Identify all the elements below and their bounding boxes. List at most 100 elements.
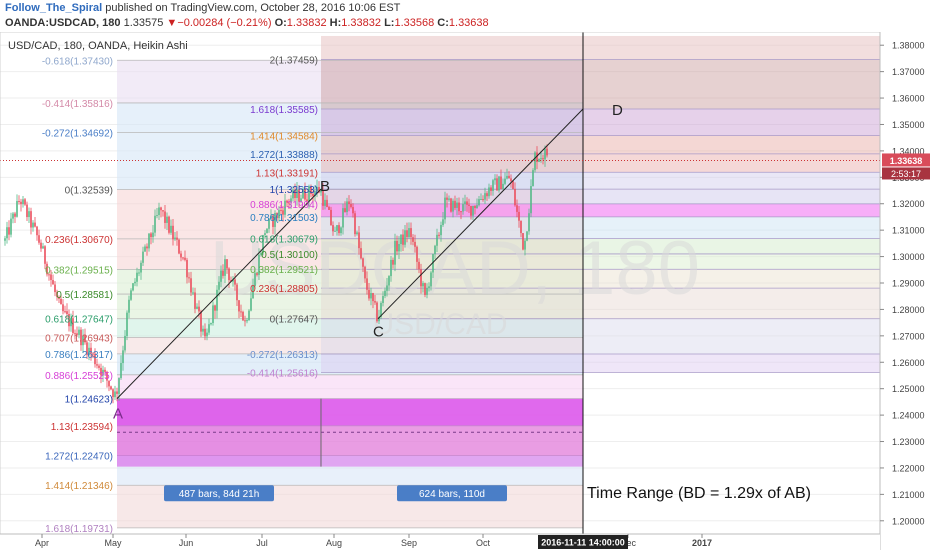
candle-body [546,148,548,156]
fib-left-zone [117,374,583,399]
time-tick-label: May [104,538,122,548]
candle-body [460,211,462,213]
candle-body [484,193,486,200]
candle-body [152,232,154,238]
candle-body [260,253,262,255]
candle-body [106,371,108,381]
candle-body [262,235,264,254]
time-axis[interactable]: Apr May Jun Jul Aug Sep Oct Dec 2017 2016-11-11 1… [0,533,880,550]
candle-body [184,257,186,260]
time-tick-label: Aug [326,538,342,548]
fib-right-label: 1.414(1.34584) [250,131,318,142]
candle-body [70,318,72,327]
fib-right-zone [321,216,880,239]
fib-left-label: 0.786(1.26317) [45,350,113,361]
candle-body [204,328,206,337]
candle-body [64,311,66,313]
candle-body [274,212,276,227]
candle-body [134,281,136,284]
price-tick-label: 1.35000 [892,120,925,130]
candle-body [476,205,478,209]
price-tick-label: 1.29000 [892,279,925,289]
candle-body [54,284,56,293]
candle-body [206,332,208,337]
candle-body [10,218,12,235]
candle-body [94,353,96,365]
candle-body [210,322,212,325]
candle-body [96,364,98,366]
time-cursor-badge [538,535,628,549]
candle-body [436,234,438,246]
candle-body [334,230,336,232]
candle-body [400,234,402,245]
candle-body [350,203,352,208]
candle-body [266,228,268,234]
candle-body [170,225,172,233]
fib-right-label: 0.618(1.30679) [250,235,318,246]
time-tick-label: 2017 [692,538,712,548]
candle-body [340,227,342,234]
candle-body [286,200,288,203]
candle-body [80,329,82,346]
candle-body [168,216,170,233]
candle-body [370,293,372,299]
high-value: 1.33832 [341,17,381,29]
candle-body [508,175,510,179]
candle-body [540,158,542,160]
candle-body [116,391,118,394]
price-tick-label: 1.31000 [892,226,925,236]
time-tick-label: Sep [401,538,417,548]
candle-body [128,299,130,313]
chart-area[interactable]: USDCAD, 180 USD/CAD A B C D -0.618(1.37430)… [0,31,932,550]
candle-body [356,232,358,235]
candle-body [374,301,376,303]
fib-left-label: 0.5(1.28581) [56,290,113,301]
price-tick-label: 1.36000 [892,94,925,104]
candle-body [114,391,116,398]
candle-body [414,241,416,247]
down-arrow-icon: ▼ [166,17,178,29]
candle-body [526,231,528,241]
fib-left-zone [117,337,583,354]
candle-body [28,211,30,218]
candle-body [316,186,318,192]
chart-title: USD/CAD, 180, OANDA, Heikin Ashi [8,40,188,52]
candle-body [136,272,138,282]
candle-body [396,240,398,252]
candle-body [404,230,406,245]
candle-body [60,298,62,305]
price-tick-label: 1.21000 [892,490,925,500]
candles [4,144,548,404]
fib-left-label: -0.272(1.34692) [42,129,113,140]
fib-right-zone [321,189,880,204]
candle-body [358,232,360,249]
candle-body [252,285,254,299]
fib-right-zone [321,109,880,136]
candle-body [308,186,310,202]
candle-body [238,300,240,312]
candle-body [354,213,356,235]
candle-body [4,238,6,241]
candle-body [126,312,128,336]
candle-body [188,277,190,279]
close-value: 1.33638 [448,17,489,29]
candle-body [84,335,86,343]
candle-body [478,199,480,206]
candle-body [174,237,176,240]
price-chart[interactable]: USDCAD, 180 USD/CAD A B C D -0.618(1.37430)… [0,31,932,550]
candle-body [376,302,378,322]
author-link[interactable]: Follow_The_Spiral [5,2,103,14]
fib-right-label: 0(1.27647) [270,315,318,326]
fib-left-label: -0.618(1.37430) [42,56,113,67]
candle-body [98,365,100,368]
price-axis[interactable]: 1.380001.370001.360001.350001.340001.330… [879,32,932,550]
wave-ab-line [116,188,322,399]
candle-body [292,190,294,199]
candle-body [74,333,76,335]
close-label: C: [437,17,449,29]
candle-body [112,389,114,398]
time-tick-label: Jun [179,538,194,548]
candle-body [524,240,526,250]
candle-body [160,207,162,211]
candle-body [500,176,502,190]
